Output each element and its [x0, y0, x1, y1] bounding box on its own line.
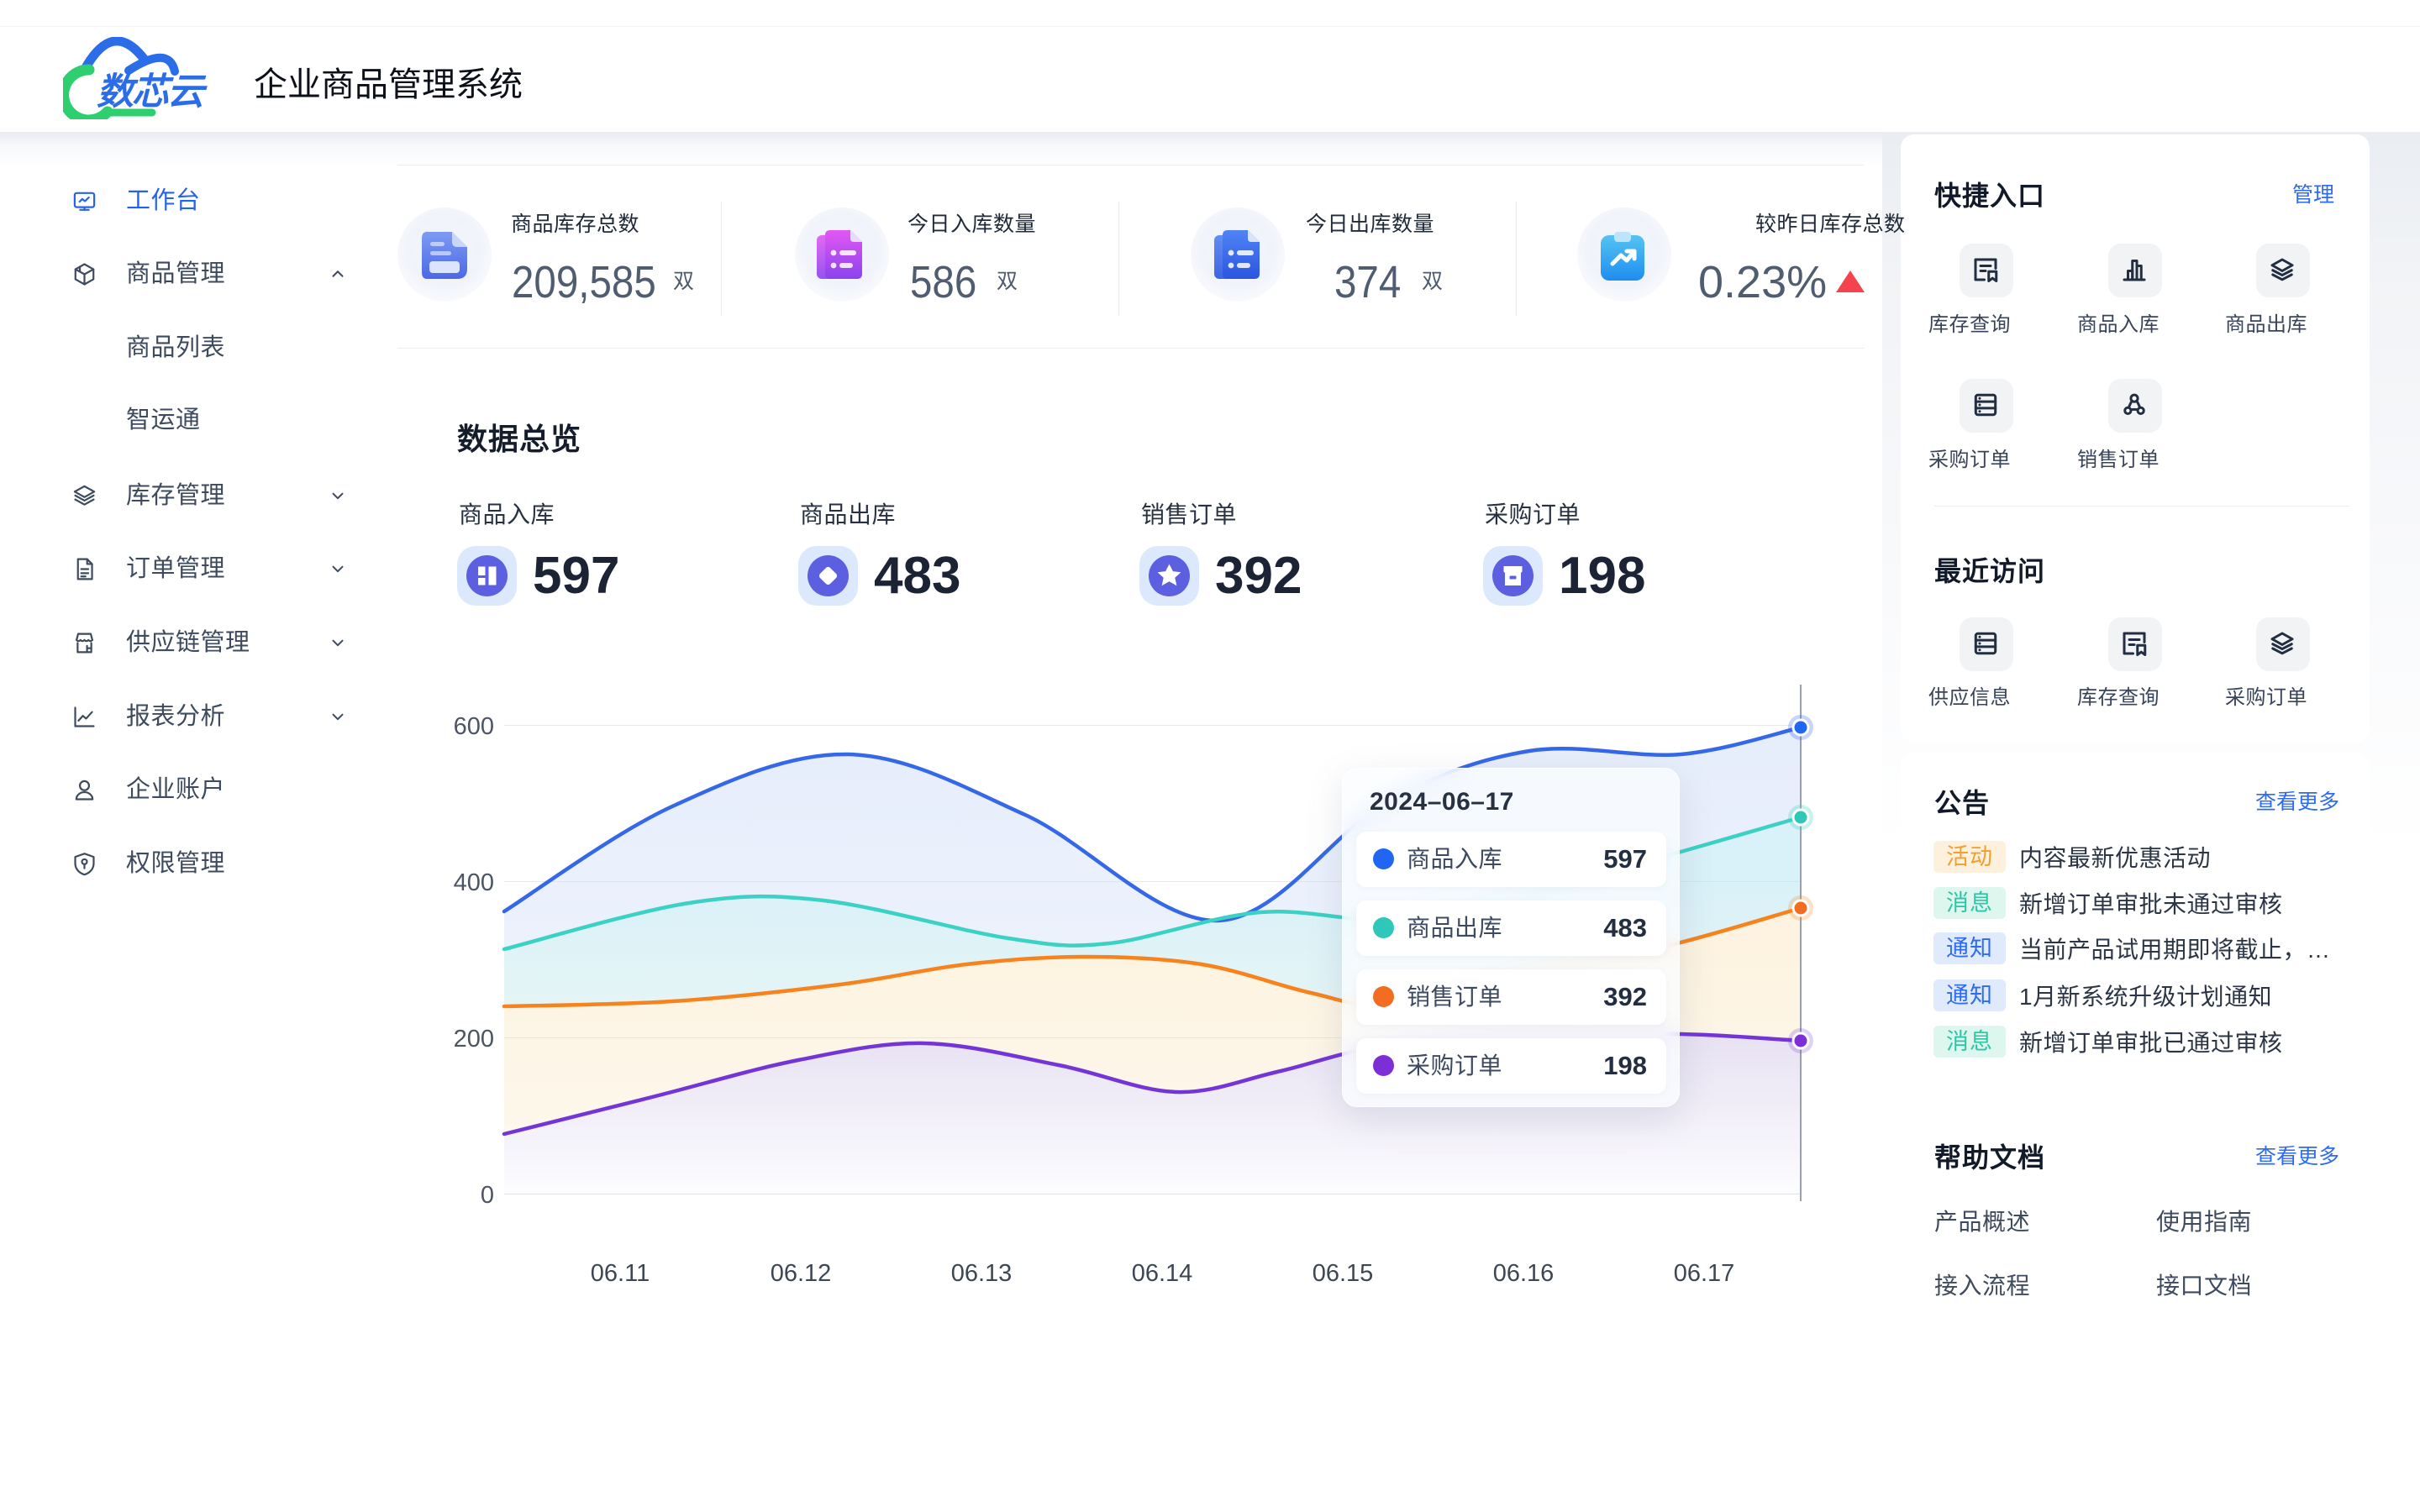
svg-text:06.14: 06.14: [1132, 1260, 1193, 1287]
svg-text:200: 200: [454, 1026, 494, 1053]
svg-text:06.15: 06.15: [1313, 1260, 1374, 1287]
svg-text:400: 400: [454, 869, 494, 896]
svg-text:0: 0: [481, 1182, 494, 1209]
svg-text:06.12: 06.12: [771, 1260, 832, 1287]
svg-text:06.16: 06.16: [1493, 1260, 1555, 1287]
svg-text:06.17: 06.17: [1674, 1260, 1735, 1287]
svg-text:06.11: 06.11: [591, 1260, 650, 1287]
svg-text:数芯云: 数芯云: [97, 71, 208, 113]
svg-text:06.13: 06.13: [951, 1260, 1013, 1287]
svg-text:600: 600: [454, 713, 494, 740]
